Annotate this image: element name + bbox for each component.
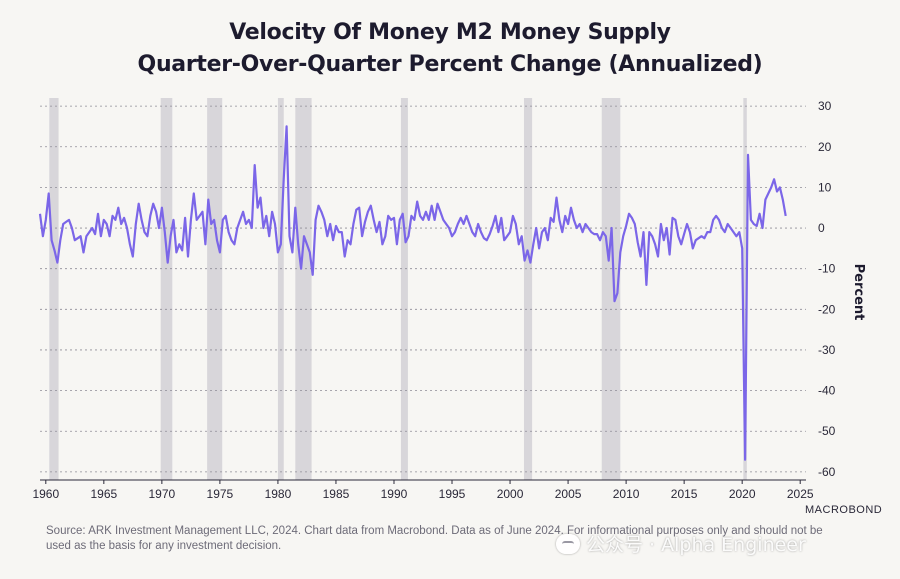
series-line	[38, 125, 787, 461]
recession-band	[523, 98, 533, 480]
x-axis: 1960 1965 1970 1975 1980 1985 1990 1995 2000 2005…	[32, 479, 814, 501]
x-tick-label: 1975	[207, 487, 234, 501]
series-layer	[38, 125, 787, 461]
x-tick-label: 2020	[729, 487, 756, 501]
y-tick-label: 10	[818, 180, 832, 194]
macrobond-logo: MACROBOND	[805, 504, 883, 516]
x-tick-label: 1985	[323, 487, 350, 501]
x-tick-label: 1990	[381, 487, 408, 501]
y-axis-label: Percent	[851, 264, 866, 321]
y-tick-label: -60	[818, 465, 836, 479]
y-tick-label: -10	[818, 262, 836, 276]
x-tick-label: 1960	[32, 487, 59, 501]
y-axis: 30 20 10 0 -10 -20 -30 -40 -50 -60	[818, 99, 836, 479]
source-footnote: Source: ARK Investment Management LLC, 2…	[46, 525, 823, 552]
recession-band	[160, 98, 173, 480]
recession-band	[49, 98, 59, 480]
y-tick-label: -30	[818, 343, 836, 357]
y-tick-label: -50	[818, 424, 836, 438]
x-tick-label: 2010	[613, 487, 640, 501]
y-tick-label: -40	[818, 384, 836, 398]
x-tick-label: 2000	[497, 487, 524, 501]
x-tick-label: 1970	[149, 487, 176, 501]
watermark-text: 公众号 · Alpha Engineer	[586, 534, 806, 556]
x-tick-label: 2015	[671, 487, 698, 501]
wechat-icon	[556, 533, 580, 554]
recession-band	[400, 98, 408, 480]
y-tick-label: -20	[818, 302, 836, 316]
x-tick-label: 1965	[90, 487, 117, 501]
recession-band	[295, 98, 312, 480]
grid-lines	[40, 105, 806, 473]
y-tick-label: 20	[818, 140, 832, 154]
x-tick-label: 1995	[439, 487, 466, 501]
watermark: 公众号 · Alpha Engineer	[556, 530, 806, 557]
recession-band	[601, 98, 621, 480]
x-tick-label: 2025	[787, 487, 814, 501]
recession-band	[743, 98, 747, 480]
chart-title: Velocity Of Money M2 Money Supply	[229, 20, 671, 45]
x-tick-label: 2005	[555, 487, 582, 501]
y-tick-label: 30	[818, 99, 832, 113]
y-tick-label: 0	[818, 221, 825, 235]
recession-bands	[49, 98, 747, 480]
recession-band	[207, 98, 223, 480]
recession-band	[277, 98, 284, 480]
chart-subtitle: Quarter-Over-Quarter Percent Change (Ann…	[137, 52, 763, 77]
x-tick-label: 1980	[265, 487, 292, 501]
